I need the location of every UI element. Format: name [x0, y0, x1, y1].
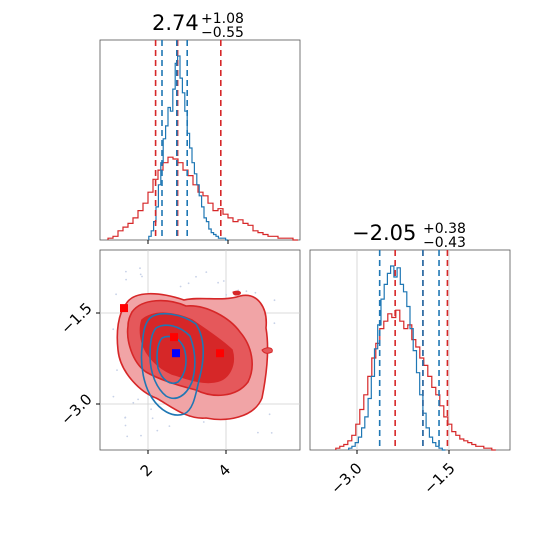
- ytick-label-1.5: −1.5: [57, 299, 95, 337]
- blue-contour-middle: [149, 324, 196, 400]
- red-marker-1: [170, 333, 178, 342]
- p2-xticks: −3.0 −1.5: [327, 450, 459, 498]
- p1-red-histogram: [107, 156, 298, 241]
- sample-dot: [115, 293, 117, 296]
- sample-dot: [132, 401, 135, 404]
- sample-dot: [139, 267, 141, 270]
- sample-dot: [125, 278, 127, 281]
- sample-dot: [125, 270, 127, 273]
- panel-p2-frame: [309, 249, 511, 451]
- sample-dot: [141, 275, 143, 278]
- p1-title-median: 2.74: [152, 11, 199, 35]
- red-contour-right-islet: [261, 347, 273, 354]
- panel-p1-frame: [99, 39, 301, 241]
- blue-contours: [140, 312, 205, 416]
- red-marker-0: [120, 304, 128, 313]
- sample-dot: [139, 273, 142, 276]
- p1-quantile-lines: [147, 40, 229, 244]
- sample-dot: [225, 294, 228, 296]
- joint-xticks: 2 4: [137, 450, 234, 480]
- p2-xtick-label-1.5: −1.5: [420, 459, 458, 497]
- sample-dot: [273, 322, 276, 325]
- sample-dot: [140, 434, 142, 437]
- p2-blue-histogram: [348, 265, 446, 451]
- p1-title: 2.74: [152, 11, 199, 35]
- xtick-label-2: 2: [137, 461, 156, 480]
- sample-dot: [116, 369, 118, 371]
- red-contour-top-islet: [232, 290, 241, 296]
- sample-dot: [245, 290, 248, 293]
- blue-contour-inner: [156, 335, 187, 384]
- sample-dot: [156, 429, 159, 432]
- sample-dot: [217, 281, 220, 284]
- p2-title-median: −2.05: [352, 221, 416, 245]
- joint-markers: [120, 304, 224, 358]
- xtick-label-4: 4: [215, 461, 234, 480]
- p2-title: −2.05: [352, 221, 416, 245]
- ytick-label-3.0: −3.0: [57, 390, 95, 428]
- sample-dot: [202, 421, 205, 423]
- sample-dot: [205, 271, 208, 273]
- blue-marker-0: [172, 349, 180, 358]
- sample-dot: [270, 432, 273, 434]
- p2-grid: [356, 250, 450, 450]
- sample-dot: [179, 285, 182, 288]
- sample-dot: [124, 416, 126, 419]
- p2-title-minus: −0.43: [423, 235, 466, 251]
- sample-dot: [150, 408, 153, 411]
- sample-dot: [257, 431, 259, 434]
- p2-red-histogram: [335, 309, 496, 451]
- sample-dot: [187, 282, 190, 285]
- sample-dot: [112, 328, 115, 331]
- sample-dot: [112, 395, 115, 398]
- p2-quantile-lines: [378, 250, 449, 450]
- joint-yticks: −1.5 −3.0: [57, 299, 100, 429]
- sample-dot: [195, 275, 197, 278]
- panel-p2-marginal: −2.05 +0.38 −0.43 −3.0 −1.5: [309, 221, 511, 498]
- sample-dot: [268, 413, 271, 416]
- blue-contour-outer: [140, 312, 205, 416]
- sample-dot: [126, 435, 129, 438]
- panel-joint: −1.5 −3.0 2 4: [57, 249, 301, 480]
- red-marker-2: [216, 349, 224, 358]
- p2-title-plus: +0.38: [423, 221, 466, 237]
- sample-dot: [137, 398, 140, 401]
- sample-dot: [222, 280, 225, 282]
- sample-dot: [273, 299, 276, 302]
- sample-dot: [151, 417, 154, 420]
- p2-xtick-label-3.0: −3.0: [327, 459, 365, 497]
- p1-title-minus: −0.55: [201, 25, 244, 41]
- p2-histograms: [335, 265, 496, 451]
- sample-dot: [124, 424, 127, 427]
- sample-dot: [168, 425, 171, 427]
- sample-dot: [254, 291, 257, 294]
- p1-title-plus: +1.08: [201, 11, 244, 27]
- panel-p1-marginal: 2.74 +1.08 −0.55: [99, 11, 301, 244]
